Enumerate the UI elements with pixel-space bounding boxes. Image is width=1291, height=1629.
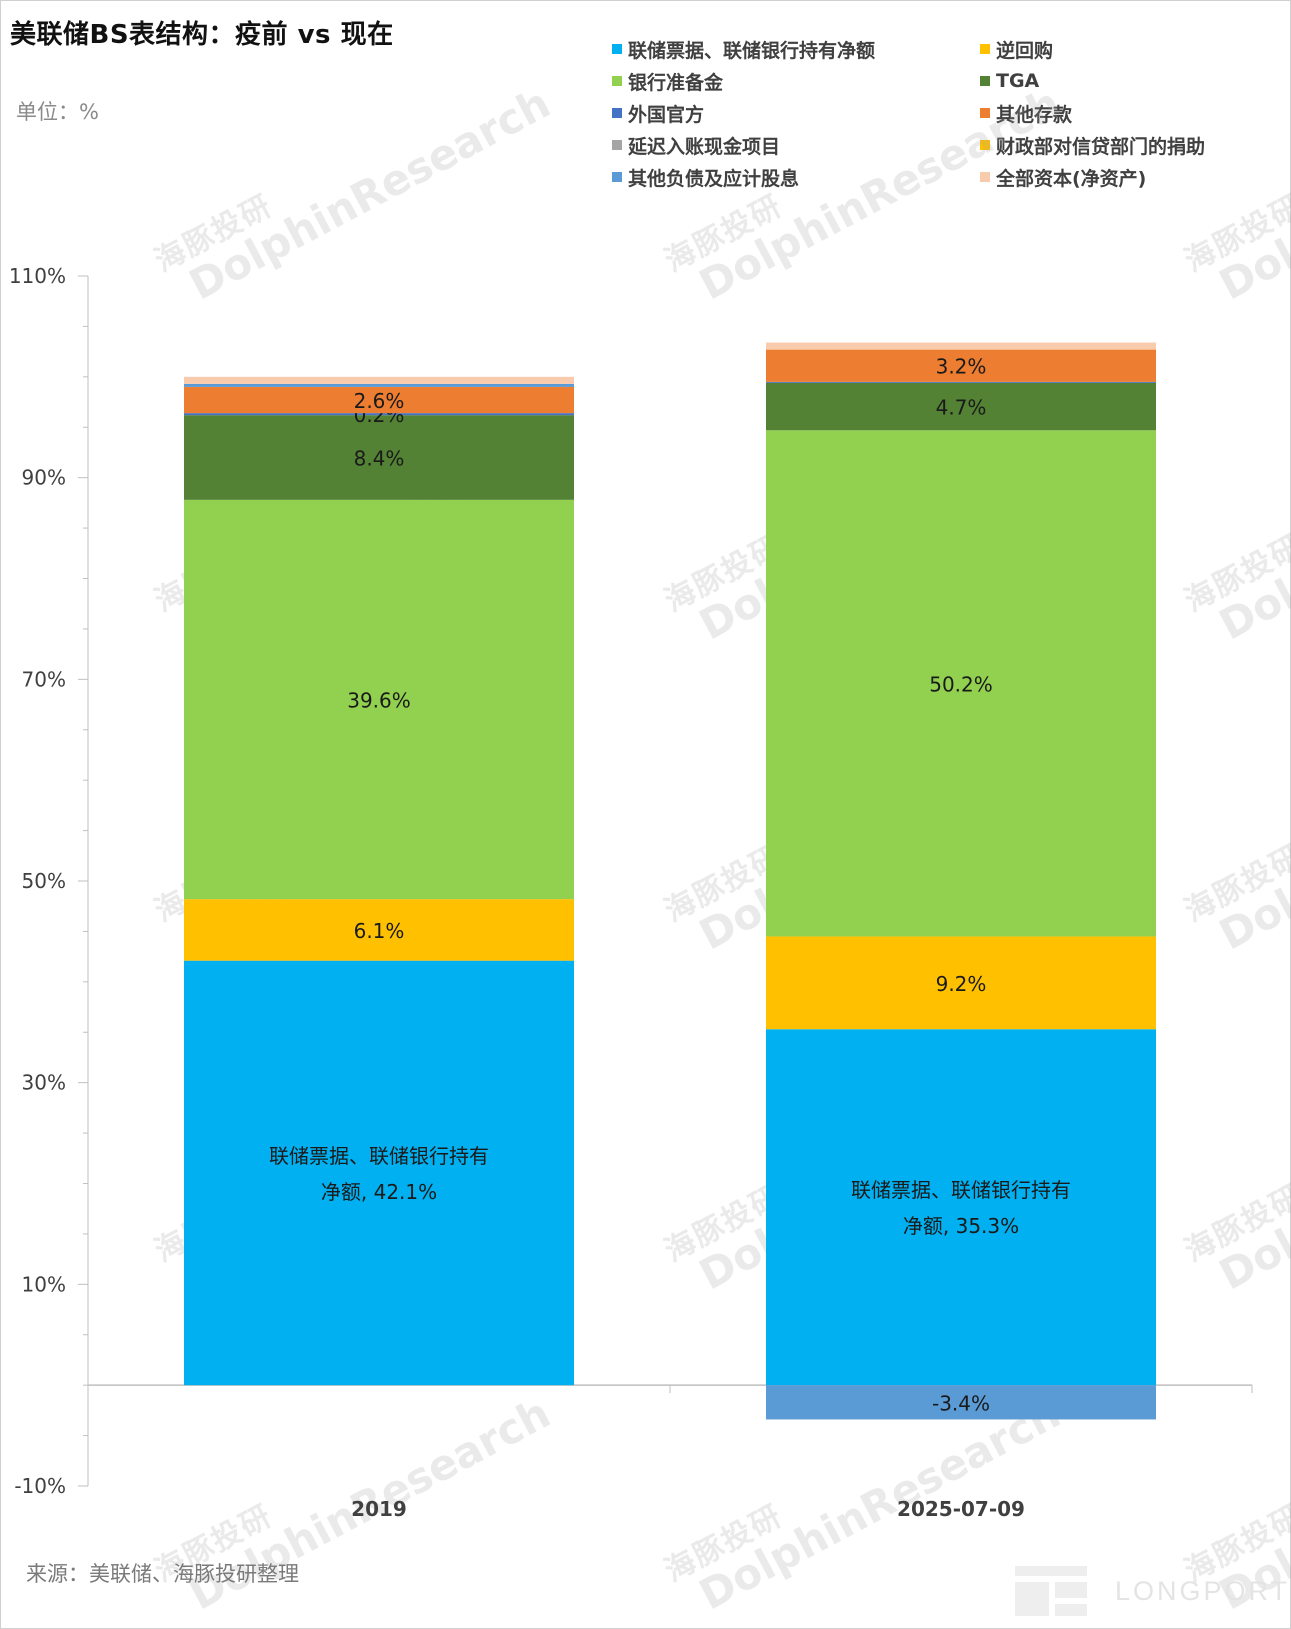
legend-item: 逆回购 — [980, 38, 1232, 62]
bar-segment — [184, 415, 574, 500]
legend-swatch — [612, 108, 622, 118]
chart-title: 美联储BS表结构：疫前 vs 现在 — [10, 20, 394, 50]
bar-segment — [766, 381, 1156, 383]
legend-item: 联储票据、联储银行持有净额 — [612, 38, 980, 62]
bar-segment — [766, 1029, 1156, 1386]
bar-segment — [184, 960, 574, 1386]
data-label: 50.2% — [929, 672, 993, 696]
data-label: 3.2% — [936, 355, 987, 379]
y-tick-label: -10% — [14, 1474, 66, 1498]
legend-label: 全部资本(净资产) — [996, 167, 1147, 190]
data-label-line: 净额, 35.3% — [903, 1214, 1019, 1238]
bar-segment — [184, 386, 574, 414]
bar-segment — [766, 382, 1156, 431]
data-label: 4.7% — [936, 396, 987, 420]
data-label: 39.6% — [347, 689, 411, 713]
bar-segment — [184, 376, 574, 384]
data-label: 联储票据、联储银行持有净额, 35.3% — [851, 1178, 1071, 1238]
data-label: 8.4% — [354, 447, 405, 471]
legend-swatch — [980, 44, 990, 54]
y-tick-label: 50% — [22, 869, 66, 893]
bar-segment — [766, 936, 1156, 1030]
data-label: 联储票据、联储银行持有净额, 42.1% — [269, 1144, 489, 1204]
legend-label: 其他存款 — [996, 103, 1073, 126]
legend-label: 银行准备金 — [628, 71, 724, 94]
data-label-line: 净额, 42.1% — [321, 1180, 437, 1204]
legend-label: 其他负债及应计股息 — [628, 167, 800, 190]
longport-logo: LONGPORT — [1015, 1562, 1287, 1622]
legend-swatch — [980, 140, 990, 150]
legend-label: 逆回购 — [996, 39, 1054, 62]
y-tick-label: 30% — [22, 1071, 66, 1095]
y-tick-label: 10% — [22, 1272, 66, 1296]
bar-segment — [766, 342, 1156, 350]
legend-item: 财政部对信贷部门的捐助 — [980, 134, 1232, 158]
bar-segment — [766, 430, 1156, 937]
bar-segment — [766, 349, 1156, 382]
legend-item: 全部资本(净资产) — [980, 166, 1232, 190]
y-tick-label: 70% — [22, 667, 66, 691]
bar-segment — [184, 383, 574, 387]
legend-item: 延迟入账现金项目 — [612, 134, 980, 158]
x-category-label: 2019 — [351, 1497, 407, 1521]
legend-swatch — [612, 172, 622, 182]
data-label: 6.1% — [354, 919, 405, 943]
x-category-label: 2025-07-09 — [897, 1497, 1025, 1521]
y-tick-label: 90% — [22, 466, 66, 490]
legend-swatch — [612, 44, 622, 54]
bar-segment — [184, 499, 574, 900]
data-label: 9.2% — [936, 972, 987, 996]
unit-label: 单位：% — [16, 100, 99, 124]
bar-segment — [184, 899, 574, 961]
legend-label: TGA — [996, 70, 1040, 92]
legend: 联储票据、联储银行持有净额 逆回购银行准备金 TGA 外国官方 其他存款延迟入账现金项目… — [612, 38, 1232, 190]
legend-label: 财政部对信贷部门的捐助 — [996, 135, 1206, 158]
source-label: 来源：美联储、海豚投研整理 — [26, 1562, 299, 1586]
legend-item: 银行准备金 — [612, 70, 980, 94]
legend-label: 延迟入账现金项目 — [628, 135, 781, 158]
bar-segment — [184, 413, 574, 416]
data-label-line: 联储票据、联储银行持有 — [851, 1178, 1071, 1202]
legend-swatch — [980, 76, 990, 86]
legend-label: 联储票据、联储银行持有净额 — [628, 39, 876, 62]
legend-swatch — [612, 76, 622, 86]
logo-text: LONGPORT — [1115, 1576, 1291, 1606]
legend-item: 其他存款 — [980, 102, 1232, 126]
legend-item: 其他负债及应计股息 — [612, 166, 980, 190]
data-label: 2.6% — [354, 389, 405, 413]
legend-swatch — [612, 140, 622, 150]
legend-swatch — [980, 172, 990, 182]
data-label: -3.4% — [932, 1391, 990, 1415]
legend-label: 外国官方 — [628, 103, 705, 126]
logo-mark-icon — [1015, 1566, 1087, 1616]
legend-swatch — [980, 108, 990, 118]
legend-item: 外国官方 — [612, 102, 980, 126]
y-tick-label: 110% — [9, 264, 66, 288]
data-label-line: 联储票据、联储银行持有 — [269, 1144, 489, 1168]
legend-item: TGA — [980, 70, 1232, 92]
bar-segment — [766, 1385, 1156, 1420]
